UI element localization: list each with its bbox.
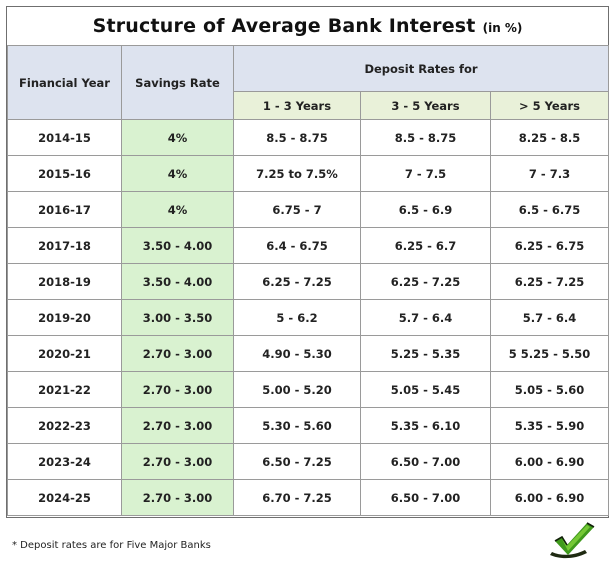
checkmark-logo-svg bbox=[550, 522, 595, 559]
cell-deposit-5-plus: 5.7 - 6.4 bbox=[489, 299, 610, 336]
table-row: 2015-16 4% 7.25 to 7.5% 7 - 7.5 7 - 7.3 bbox=[7, 155, 610, 192]
cell-deposit-1-3: 6.25 - 7.25 bbox=[233, 263, 361, 300]
cell-savings: 2.70 - 3.00 bbox=[121, 371, 234, 408]
table-row: 2018-19 3.50 - 4.00 6.25 - 7.25 6.25 - 7… bbox=[7, 263, 610, 300]
title-text: Structure of Average Bank Interest bbox=[92, 15, 476, 37]
cell-year: 2023-24 bbox=[7, 443, 122, 480]
header-financial-year: Financial Year bbox=[7, 45, 122, 120]
header-savings-rate: Savings Rate bbox=[121, 45, 234, 120]
green-checkmark-logo-icon bbox=[547, 519, 599, 561]
logo-check-highlight bbox=[562, 525, 590, 551]
cell-deposit-5-plus: 6.5 - 6.75 bbox=[489, 191, 610, 228]
cell-deposit-3-5: 5.35 - 6.10 bbox=[360, 407, 491, 444]
cell-deposit-1-3: 6.70 - 7.25 bbox=[233, 479, 361, 516]
cell-year: 2017-18 bbox=[7, 227, 122, 264]
table-frame: Structure of Average Bank Interest (in %… bbox=[6, 6, 610, 518]
table-title: Structure of Average Bank Interest (in %… bbox=[7, 7, 608, 46]
cell-deposit-5-plus: 5.05 - 5.60 bbox=[489, 371, 610, 408]
header-1-3-years: 1 - 3 Years bbox=[233, 91, 361, 120]
logo-base-swoosh bbox=[550, 550, 587, 559]
cell-deposit-5-plus: 8.25 - 8.5 bbox=[489, 119, 610, 156]
table-row: 2022-23 2.70 - 3.00 5.30 - 5.60 5.35 - 6… bbox=[7, 407, 610, 444]
table-row: 2017-18 3.50 - 4.00 6.4 - 6.75 6.25 - 6.… bbox=[7, 227, 610, 264]
cell-savings: 4% bbox=[121, 155, 234, 192]
cell-deposit-3-5: 7 - 7.5 bbox=[360, 155, 491, 192]
cell-deposit-1-3: 5 - 6.2 bbox=[233, 299, 361, 336]
cell-savings: 4% bbox=[121, 191, 234, 228]
cell-deposit-1-3: 7.25 to 7.5% bbox=[233, 155, 361, 192]
table-row: 2016-17 4% 6.75 - 7 6.5 - 6.9 6.5 - 6.75 bbox=[7, 191, 610, 228]
cell-savings: 2.70 - 3.00 bbox=[121, 335, 234, 372]
logo-check-outline-top bbox=[586, 522, 595, 528]
cell-year: 2014-15 bbox=[7, 119, 122, 156]
cell-deposit-1-3: 5.30 - 5.60 bbox=[233, 407, 361, 444]
cell-year: 2024-25 bbox=[7, 479, 122, 516]
cell-savings: 3.50 - 4.00 bbox=[121, 263, 234, 300]
cell-year: 2018-19 bbox=[7, 263, 122, 300]
cell-deposit-5-plus: 7 - 7.3 bbox=[489, 155, 610, 192]
footer: * Deposit rates are for Five Major Banks bbox=[6, 518, 609, 563]
cell-year: 2016-17 bbox=[7, 191, 122, 228]
cell-savings: 2.70 - 3.00 bbox=[121, 407, 234, 444]
cell-savings: 2.70 - 3.00 bbox=[121, 479, 234, 516]
cell-deposit-5-plus: 5.35 - 5.90 bbox=[489, 407, 610, 444]
cell-deposit-3-5: 6.50 - 7.00 bbox=[360, 443, 491, 480]
cell-savings: 2.70 - 3.00 bbox=[121, 443, 234, 480]
table-row: 2024-25 2.70 - 3.00 6.70 - 7.25 6.50 - 7… bbox=[7, 479, 610, 516]
cell-deposit-5-plus: 6.25 - 7.25 bbox=[489, 263, 610, 300]
cell-deposit-1-3: 6.50 - 7.25 bbox=[233, 443, 361, 480]
header-5-plus-years: > 5 Years bbox=[489, 91, 610, 120]
cell-deposit-1-3: 4.90 - 5.30 bbox=[233, 335, 361, 372]
cell-savings: 3.00 - 3.50 bbox=[121, 299, 234, 336]
table-row: 2023-24 2.70 - 3.00 6.50 - 7.25 6.50 - 7… bbox=[7, 443, 610, 480]
cell-deposit-1-3: 5.00 - 5.20 bbox=[233, 371, 361, 408]
cell-deposit-5-plus: 6.00 - 6.90 bbox=[489, 443, 610, 480]
cell-deposit-3-5: 5.25 - 5.35 bbox=[360, 335, 491, 372]
cell-deposit-1-3: 6.4 - 6.75 bbox=[233, 227, 361, 264]
cell-deposit-5-plus: 6.25 - 6.75 bbox=[489, 227, 610, 264]
title-unit: (in %) bbox=[482, 21, 523, 35]
cell-deposit-3-5: 5.05 - 5.45 bbox=[360, 371, 491, 408]
cell-year: 2020-21 bbox=[7, 335, 122, 372]
cell-year: 2021-22 bbox=[7, 371, 122, 408]
footnote: * Deposit rates are for Five Major Banks bbox=[12, 540, 211, 551]
cell-savings: 4% bbox=[121, 119, 234, 156]
header-3-5-years: 3 - 5 Years bbox=[360, 91, 491, 120]
header-deposit-rates: Deposit Rates for bbox=[232, 45, 610, 92]
cell-deposit-3-5: 6.25 - 6.7 bbox=[360, 227, 491, 264]
cell-year: 2015-16 bbox=[7, 155, 122, 192]
cell-deposit-1-3: 6.75 - 7 bbox=[233, 191, 361, 228]
cell-deposit-1-3: 8.5 - 8.75 bbox=[233, 119, 361, 156]
cell-deposit-3-5: 6.50 - 7.00 bbox=[360, 479, 491, 516]
table-row: 2019-20 3.00 - 3.50 5 - 6.2 5.7 - 6.4 5.… bbox=[7, 299, 610, 336]
interest-rate-table: Financial Year Savings Rate Deposit Rate… bbox=[7, 45, 610, 516]
logo-check-outline bbox=[554, 535, 568, 546]
table-row: 2020-21 2.70 - 3.00 4.90 - 5.30 5.25 - 5… bbox=[7, 335, 610, 372]
cell-deposit-3-5: 8.5 - 8.75 bbox=[360, 119, 491, 156]
cell-savings: 3.50 - 4.00 bbox=[121, 227, 234, 264]
table-row: 2021-22 2.70 - 3.00 5.00 - 5.20 5.05 - 5… bbox=[7, 371, 610, 408]
cell-year: 2022-23 bbox=[7, 407, 122, 444]
cell-deposit-3-5: 6.5 - 6.9 bbox=[360, 191, 491, 228]
cell-deposit-3-5: 6.25 - 7.25 bbox=[360, 263, 491, 300]
cell-deposit-5-plus: 6.00 - 6.90 bbox=[489, 479, 610, 516]
table-row: 2014-15 4% 8.5 - 8.75 8.5 - 8.75 8.25 - … bbox=[7, 119, 610, 156]
cell-deposit-5-plus: 5 5.25 - 5.50 bbox=[489, 335, 610, 372]
cell-deposit-3-5: 5.7 - 6.4 bbox=[360, 299, 491, 336]
cell-year: 2019-20 bbox=[7, 299, 122, 336]
